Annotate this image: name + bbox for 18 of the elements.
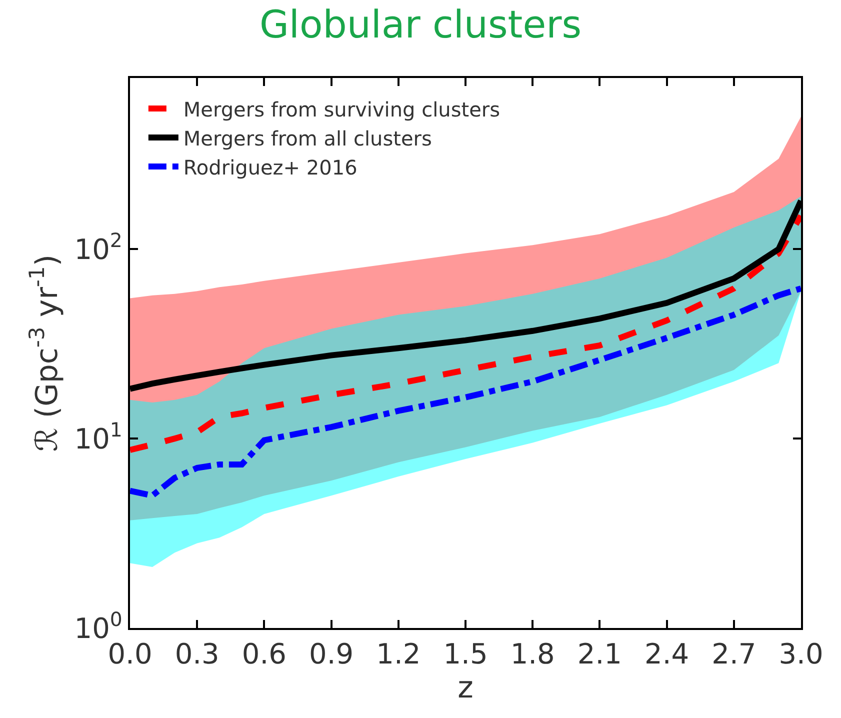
x-tick-label: 0.9 bbox=[309, 638, 354, 671]
x-tick-label: 1.5 bbox=[443, 638, 488, 671]
legend-label: Mergers from surviving clusters bbox=[183, 97, 500, 122]
y-tick-label: 10$^{2}$ bbox=[74, 229, 122, 266]
x-tick-label: 0.6 bbox=[242, 638, 286, 671]
y-tick-label: 10$^{1}$ bbox=[74, 418, 122, 456]
x-tick-label: 2.1 bbox=[577, 638, 622, 671]
x-tick-label: 0.3 bbox=[174, 638, 220, 671]
x-tick-label: 1.8 bbox=[510, 638, 555, 671]
legend-label: Mergers from all clusters bbox=[183, 126, 432, 150]
legend-label: Rodriguez+ 2016 bbox=[183, 155, 358, 180]
chart-title: Globular clusters bbox=[259, 2, 582, 46]
x-tick-label: 0.0 bbox=[108, 638, 152, 671]
x-tick-label: 2.7 bbox=[712, 638, 756, 671]
x-tick-label: 1.2 bbox=[376, 638, 421, 671]
x-axis-title: z bbox=[458, 670, 474, 706]
x-tick-label: 3.0 bbox=[778, 638, 824, 671]
x-tick-label: 2.4 bbox=[644, 638, 690, 671]
